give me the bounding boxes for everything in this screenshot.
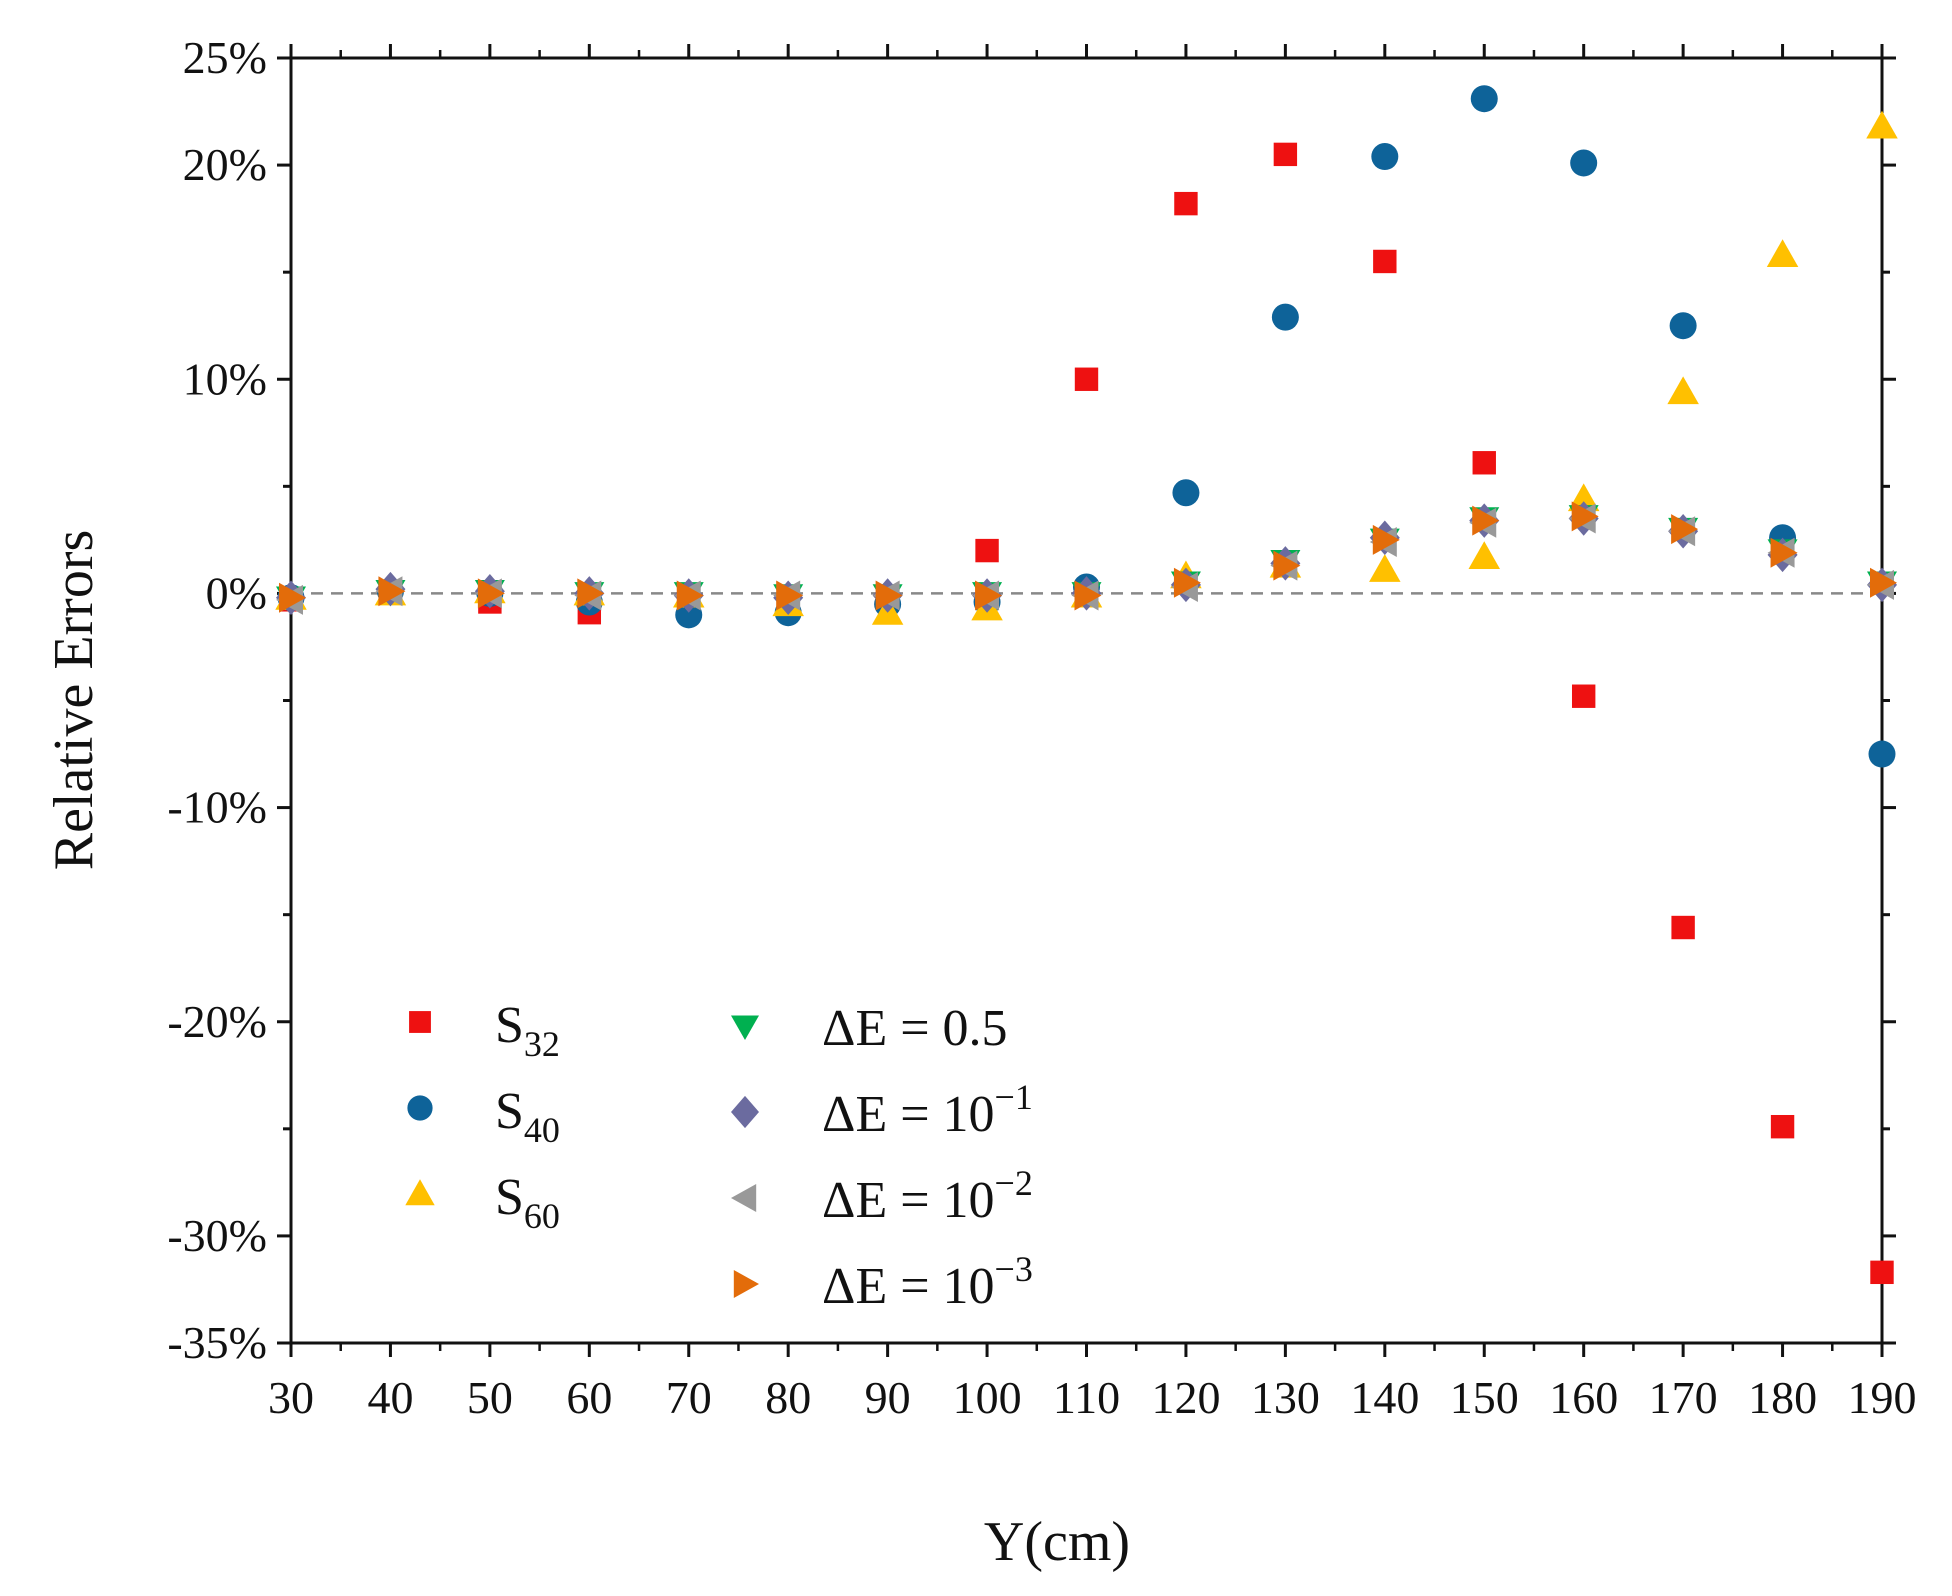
y-tick-label: 20% xyxy=(183,139,267,190)
data-point xyxy=(1570,149,1598,177)
x-tick-label: 110 xyxy=(1053,1372,1120,1423)
data-point xyxy=(1372,524,1400,555)
y-tick-label: 25% xyxy=(183,32,267,83)
data-point xyxy=(477,578,505,609)
data-point xyxy=(1870,567,1897,598)
legend-label: ΔE = 10−1 xyxy=(822,1077,1033,1143)
data-point xyxy=(1770,1114,1795,1139)
x-tick-label: 50 xyxy=(467,1372,513,1423)
x-tick-label: 180 xyxy=(1748,1372,1817,1423)
data-points-layer xyxy=(275,85,1898,1285)
data-point xyxy=(1667,376,1699,405)
data-point xyxy=(776,580,804,611)
x-tick-label: 30 xyxy=(268,1372,314,1423)
data-point xyxy=(1173,567,1201,598)
y-tick-label: -35% xyxy=(167,1317,267,1368)
y-tick-label: -20% xyxy=(167,996,267,1047)
data-point xyxy=(1870,1260,1894,1285)
x-tick-label: 80 xyxy=(765,1372,811,1423)
x-tick-label: 60 xyxy=(566,1372,612,1423)
data-point xyxy=(1174,191,1198,216)
data-point xyxy=(676,580,704,611)
x-tick-label: 160 xyxy=(1549,1372,1618,1423)
legend-marker xyxy=(731,1095,759,1129)
data-point xyxy=(1271,303,1299,331)
legend-marker xyxy=(733,1270,759,1298)
data-point xyxy=(577,578,605,609)
x-tick-label: 190 xyxy=(1848,1372,1917,1423)
legend-marker xyxy=(731,1015,759,1040)
legend-marker xyxy=(731,1184,757,1212)
data-point xyxy=(1866,110,1898,139)
data-point xyxy=(1470,85,1498,113)
legend-marker xyxy=(405,1179,435,1206)
data-point xyxy=(1371,143,1399,171)
data-point xyxy=(1074,580,1102,611)
x-tick-label: 150 xyxy=(1450,1372,1519,1423)
legend-label-subscript: 40 xyxy=(524,1110,560,1150)
x-axis-title: Y(cm) xyxy=(984,1511,1130,1573)
y-tick-label: 10% xyxy=(183,353,267,404)
x-tick-label: 90 xyxy=(865,1372,911,1423)
legend-label-subscript: 60 xyxy=(524,1196,560,1236)
legend-marker xyxy=(409,1011,431,1033)
y-tick-label: -10% xyxy=(167,782,267,833)
x-tick-label: 100 xyxy=(953,1372,1022,1423)
y-tick-label: 0% xyxy=(206,567,267,618)
data-point xyxy=(1273,142,1298,167)
data-point xyxy=(1373,249,1397,274)
y-tick-label: -30% xyxy=(167,1210,267,1261)
data-point xyxy=(675,601,703,629)
data-point xyxy=(1766,239,1799,268)
data-point xyxy=(378,576,406,607)
data-point xyxy=(1669,312,1697,340)
data-point xyxy=(1868,740,1896,768)
x-tick-label: 140 xyxy=(1350,1372,1419,1423)
data-point xyxy=(279,582,306,613)
x-tick-label: 130 xyxy=(1251,1372,1320,1423)
legend-label-subscript: 32 xyxy=(524,1024,560,1064)
x-tick-label: 40 xyxy=(367,1372,413,1423)
series--e-10-3 xyxy=(279,501,1897,613)
data-point xyxy=(1468,541,1500,570)
legend-label-superscript: −2 xyxy=(995,1163,1033,1203)
data-point xyxy=(975,538,999,563)
data-point xyxy=(975,580,1003,611)
data-point xyxy=(875,580,903,611)
data-point xyxy=(1571,501,1599,532)
x-tick-label: 120 xyxy=(1151,1372,1220,1423)
legend-marker xyxy=(407,1095,433,1121)
data-point xyxy=(1074,367,1099,391)
x-tick-label: 170 xyxy=(1649,1372,1718,1423)
data-point xyxy=(1472,505,1500,536)
y-axis-title: Relative Errors xyxy=(43,530,105,871)
data-point xyxy=(1273,550,1301,581)
legend-label-superscript: −3 xyxy=(995,1249,1033,1289)
data-point xyxy=(1671,915,1695,940)
data-point xyxy=(1770,537,1798,568)
legend-label-superscript: −1 xyxy=(995,1077,1033,1117)
data-point xyxy=(1172,479,1200,507)
data-point xyxy=(1472,451,1496,475)
data-point xyxy=(1571,684,1596,708)
data-point xyxy=(1671,514,1699,545)
x-tick-label: 70 xyxy=(666,1372,712,1423)
legend-label: ΔE = 0.5 xyxy=(822,1000,1008,1057)
data-point xyxy=(1369,554,1401,582)
tick-layer: 30 40 50 60 70 80 90 100 110 120 130 140 150 160 170 18… xyxy=(167,32,1916,1423)
